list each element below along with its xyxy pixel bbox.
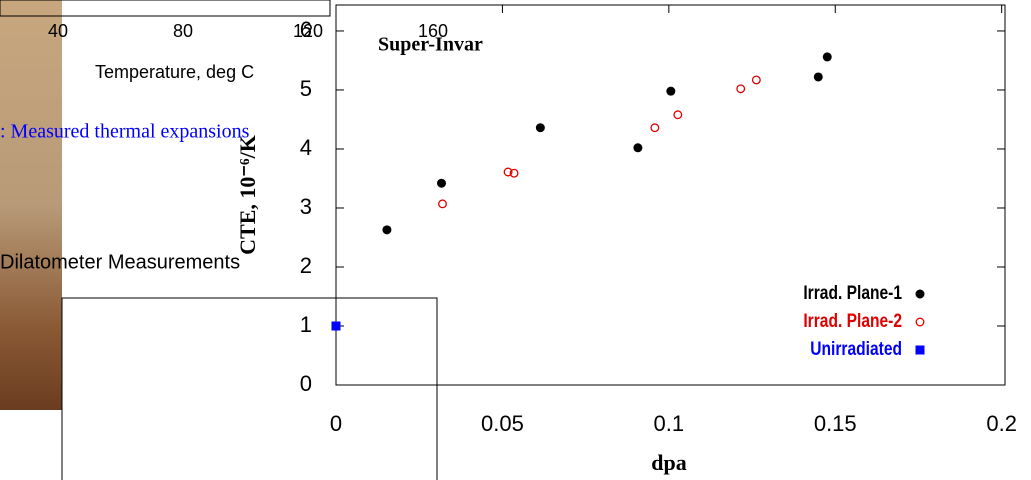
legend-label: Irrad. Plane-1 xyxy=(803,282,902,304)
chart-title: Super-Invar xyxy=(378,34,483,56)
point xyxy=(535,123,545,133)
point xyxy=(822,52,832,62)
point xyxy=(673,110,683,120)
point xyxy=(751,75,761,85)
point xyxy=(382,225,392,235)
legend-marker xyxy=(915,317,925,327)
y-tick-label: 4 xyxy=(300,135,312,160)
y-tick-label: 6 xyxy=(300,17,312,42)
background-tick-label: 80 xyxy=(173,21,193,41)
y-tick-label: 1 xyxy=(300,312,312,337)
y-tick-label: 2 xyxy=(300,253,312,278)
legend-marker xyxy=(915,345,925,355)
x-tick-label: 0 xyxy=(330,411,342,436)
background-x-label: Temperature, deg C xyxy=(95,62,254,82)
caption: : Measured thermal expansions xyxy=(0,121,250,143)
x-axis-label: dpa xyxy=(651,450,686,475)
background-tick-label: 120 xyxy=(293,21,323,41)
panel-title: Dilatometer Measurements xyxy=(0,251,240,273)
point xyxy=(438,199,447,209)
point xyxy=(736,84,746,94)
y-tick-label: 5 xyxy=(300,76,312,101)
point xyxy=(813,72,823,82)
x-tick-label: 0.05 xyxy=(481,411,524,436)
y-axis-label: CTE, 10⁻⁶/K xyxy=(235,135,260,255)
x-tick-label: 0.1 xyxy=(654,411,685,436)
x-tick-label: 0.15 xyxy=(814,411,857,436)
point xyxy=(331,321,341,331)
background-tick-label: 160 xyxy=(418,21,448,41)
point xyxy=(509,168,519,178)
point xyxy=(437,178,447,188)
legend-marker xyxy=(915,289,925,299)
lower-panel-frame xyxy=(61,297,438,480)
background-ticks: 40 80 120 160 xyxy=(48,21,448,41)
y-tick-label: 3 xyxy=(300,194,312,219)
point xyxy=(666,86,676,96)
background-tick-label: 40 xyxy=(48,21,68,41)
legend-label: Irrad. Plane-2 xyxy=(803,310,902,332)
plot-frame xyxy=(335,4,1006,386)
point xyxy=(650,123,660,133)
legend-label: Unirradiated xyxy=(810,338,902,360)
y-tick-label: 0 xyxy=(300,371,312,396)
x-tick-label: 0.2 xyxy=(986,411,1017,436)
upper-panel-frame xyxy=(0,0,331,17)
point xyxy=(503,167,513,177)
photo-fragment xyxy=(0,0,62,410)
point xyxy=(633,143,643,153)
